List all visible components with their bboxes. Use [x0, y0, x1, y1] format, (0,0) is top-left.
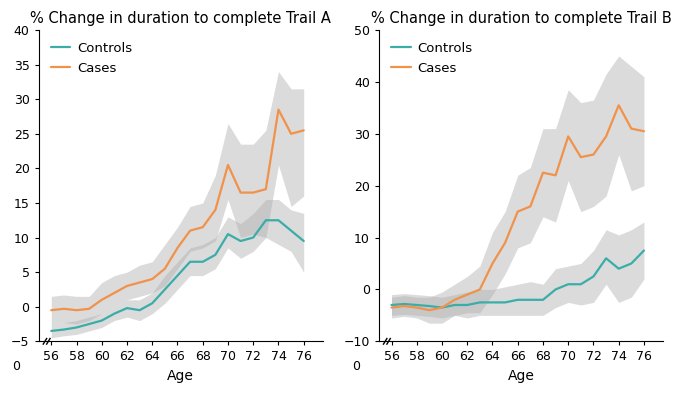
Cases [274, 107, 282, 112]
Cases [212, 208, 220, 212]
Cases [224, 163, 232, 167]
Cases [111, 290, 119, 295]
Cases [514, 209, 522, 214]
Controls [627, 261, 636, 266]
Cases [438, 305, 446, 310]
Cases [173, 245, 181, 250]
Cases [627, 126, 636, 131]
Cases [564, 134, 572, 139]
Controls [60, 327, 68, 332]
Controls [135, 308, 144, 312]
Controls [249, 235, 257, 240]
Controls [73, 325, 81, 330]
Cases [262, 187, 270, 191]
Title: % Change in duration to complete Trail A: % Change in duration to complete Trail A [30, 11, 331, 26]
Cases [60, 307, 68, 311]
Title: % Change in duration to complete Trail B: % Change in duration to complete Trail B [371, 11, 671, 26]
X-axis label: Age: Age [167, 369, 194, 383]
Controls [602, 256, 610, 261]
Cases [47, 308, 55, 312]
Text: 0: 0 [12, 360, 20, 373]
Controls [489, 300, 497, 305]
Controls [85, 322, 93, 326]
Cases [425, 308, 433, 312]
Line: Cases: Cases [51, 110, 304, 310]
Controls [539, 297, 547, 302]
Cases [161, 266, 169, 271]
Controls [640, 248, 648, 253]
Controls [262, 218, 270, 223]
Controls [173, 273, 181, 278]
Controls [237, 239, 245, 243]
Cases [186, 228, 194, 233]
Controls [577, 282, 585, 286]
Controls [463, 303, 471, 307]
Cases [451, 297, 459, 302]
Controls [400, 301, 408, 306]
Controls [274, 218, 282, 223]
Cases [249, 190, 257, 195]
Line: Controls: Controls [51, 220, 304, 331]
Cases [615, 103, 623, 108]
Controls [451, 303, 459, 307]
Controls [388, 303, 396, 307]
Cases [590, 152, 598, 157]
Cases [199, 225, 207, 230]
Cases [85, 307, 93, 311]
Line: Cases: Cases [392, 105, 644, 310]
Cases [577, 155, 585, 160]
X-axis label: Age: Age [508, 369, 534, 383]
Controls [47, 329, 55, 333]
Cases [135, 280, 144, 285]
Controls [111, 311, 119, 316]
Controls [438, 305, 446, 310]
Cases [526, 204, 534, 209]
Cases [98, 297, 106, 302]
Text: 0: 0 [352, 360, 360, 373]
Controls [476, 300, 484, 305]
Controls [98, 318, 106, 323]
Cases [388, 305, 396, 310]
Cases [237, 190, 245, 195]
Line: Controls: Controls [392, 251, 644, 308]
Cases [412, 305, 421, 310]
Cases [463, 292, 471, 297]
Controls [514, 297, 522, 302]
Legend: Controls, Cases: Controls, Cases [386, 37, 478, 80]
Controls [224, 232, 232, 236]
Controls [425, 304, 433, 309]
Controls [123, 306, 131, 310]
Controls [526, 297, 534, 302]
Cases [602, 134, 610, 139]
Controls [186, 259, 194, 264]
Cases [300, 128, 308, 133]
Controls [590, 274, 598, 279]
Cases [148, 277, 156, 281]
Cases [539, 170, 547, 175]
Cases [640, 129, 648, 134]
Cases [73, 308, 81, 312]
Controls [412, 303, 421, 307]
Cases [287, 132, 295, 136]
Controls [199, 259, 207, 264]
Legend: Controls, Cases: Controls, Cases [45, 37, 137, 80]
Controls [148, 301, 156, 306]
Cases [476, 287, 484, 292]
Cases [551, 173, 559, 178]
Controls [501, 300, 509, 305]
Cases [123, 284, 131, 288]
Controls [300, 239, 308, 243]
Controls [287, 228, 295, 233]
Controls [551, 287, 559, 292]
Controls [212, 253, 220, 257]
Controls [615, 266, 623, 271]
Cases [501, 240, 509, 245]
Controls [161, 287, 169, 292]
Controls [564, 282, 572, 286]
Cases [400, 304, 408, 309]
Cases [489, 261, 497, 266]
